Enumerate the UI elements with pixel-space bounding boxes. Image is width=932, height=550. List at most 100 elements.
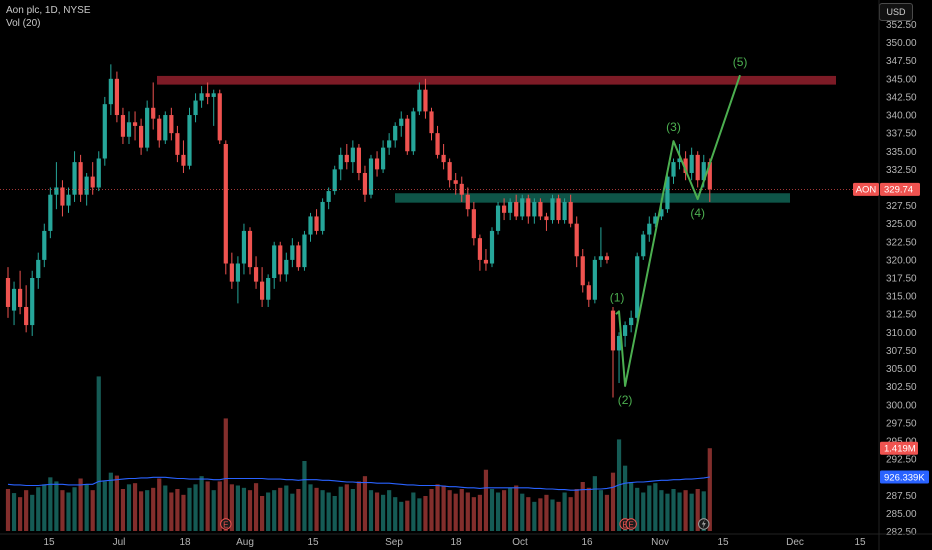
time-tick-label: Jul <box>113 537 126 548</box>
candle-body <box>538 201 543 217</box>
volume-bar <box>502 490 507 531</box>
chart-legend: Aon plc, 1D, NYSE Vol (20) <box>6 4 90 30</box>
candle-body <box>368 158 374 195</box>
price-tick-label: 297.50 <box>886 418 917 429</box>
candle-body <box>671 162 676 177</box>
price-tick-label: 302.50 <box>886 382 917 393</box>
volume-value-tag <box>880 441 918 455</box>
time-tick-label: 15 <box>854 537 866 548</box>
volume-bar <box>302 461 307 531</box>
price-axis[interactable]: 352.50 350.00 347.50 345.00 342.50 340.00 337.… <box>878 0 917 550</box>
price-value-tag <box>880 182 920 196</box>
candle-body <box>54 187 59 195</box>
price-tick-label: 347.50 <box>886 56 917 67</box>
candle-body <box>598 256 603 260</box>
volume-bar <box>562 492 567 531</box>
volume-indicator-title[interactable]: Vol (20) <box>6 18 41 29</box>
price-tick-label: 352.50 <box>886 20 917 31</box>
volume-bar <box>139 491 144 531</box>
resistance-zone <box>157 75 836 85</box>
price-tick-label: 327.50 <box>886 201 917 212</box>
volume-bar <box>235 485 240 531</box>
volume-bar <box>120 489 126 531</box>
candle-body <box>139 125 144 148</box>
volume-ma-line <box>7 476 710 491</box>
candles-layer <box>5 64 712 398</box>
candle-body <box>60 187 65 206</box>
volume-bar <box>471 497 476 531</box>
candle-body <box>302 234 307 268</box>
candle-body <box>393 125 398 141</box>
time-tick-label: 15 <box>307 537 319 548</box>
candle-body <box>235 263 240 282</box>
candle-body <box>423 89 428 112</box>
candle-body <box>272 245 277 278</box>
candle-body <box>429 111 434 134</box>
candle-body <box>253 267 259 282</box>
price-tick-label: 350.00 <box>886 38 917 49</box>
price-tick-label: 325.00 <box>886 219 917 230</box>
candle-body <box>526 198 531 217</box>
volume-bar <box>532 501 537 531</box>
volume-bar <box>623 465 628 531</box>
candle-body <box>187 115 192 166</box>
candle-body <box>562 201 567 221</box>
volume-bar <box>223 418 228 531</box>
volume-bar <box>90 490 95 531</box>
candle-body <box>647 223 652 235</box>
candle-body <box>84 176 89 195</box>
volume-bar <box>689 493 694 531</box>
volume-bar <box>586 487 591 531</box>
price-tick-label: 332.50 <box>886 165 917 176</box>
volume-bar <box>145 490 150 531</box>
volume-bar <box>72 487 77 531</box>
volume-value-tag-label: 1.419M <box>884 444 916 455</box>
candle-body <box>66 194 71 206</box>
candle-body <box>260 281 265 300</box>
time-axis[interactable]: 15 Jul 18 Aug 15 Sep 18 Oct 16 Nov 15 Dec 15 <box>0 533 932 548</box>
candle-body <box>707 162 712 190</box>
candle-body <box>441 154 446 163</box>
volume-bar <box>308 484 313 531</box>
volume-bar <box>344 484 349 531</box>
volume-bar <box>60 490 65 531</box>
candle-body <box>344 154 349 163</box>
volume-bar <box>393 497 398 531</box>
price-symbol-tag <box>853 182 879 196</box>
volume-bar <box>441 485 446 531</box>
candle-body <box>520 198 525 217</box>
time-tick-label: 16 <box>581 537 593 548</box>
candle-body <box>695 154 700 181</box>
earnings-marker <box>220 518 232 530</box>
candle-body <box>604 256 610 260</box>
candle-body <box>157 118 162 141</box>
candle-body <box>641 234 646 257</box>
candle-body <box>24 306 29 326</box>
candle-body <box>90 176 95 188</box>
volume-bar <box>362 476 368 531</box>
candle-body <box>48 194 53 231</box>
candle-body <box>18 288 23 307</box>
volume-bar <box>465 492 470 531</box>
candle-body <box>308 216 313 235</box>
volume-bar <box>695 489 700 531</box>
flash-icon <box>701 519 706 529</box>
candle-body <box>568 201 573 224</box>
candle-body <box>78 162 83 195</box>
volume-bar <box>665 493 670 531</box>
candle-body <box>30 278 35 326</box>
volume-bar <box>320 490 325 531</box>
candle-body <box>11 288 17 311</box>
volume-bar <box>641 492 646 531</box>
volume-ma-tag <box>880 470 929 484</box>
volume-bar <box>707 448 712 531</box>
symbol-title[interactable]: Aon plc, 1D, NYSE <box>6 5 91 16</box>
volume-bar <box>114 475 119 531</box>
candle-body <box>102 104 107 159</box>
candle-body <box>417 89 422 112</box>
candle-body <box>701 162 706 181</box>
volume-bar <box>483 469 489 531</box>
volume-bar <box>635 487 640 531</box>
candle-body <box>689 154 694 173</box>
